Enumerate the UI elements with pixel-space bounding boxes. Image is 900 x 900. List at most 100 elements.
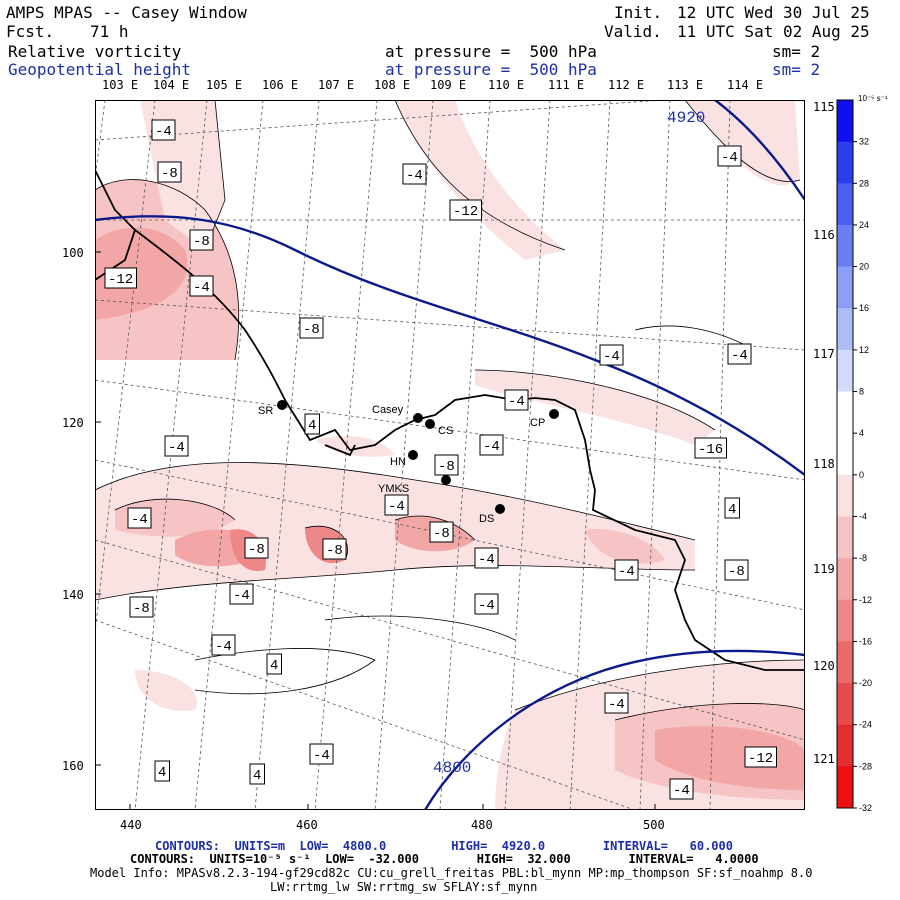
svg-text:-4: -4 <box>233 588 250 604</box>
svg-text:-4: -4 <box>608 697 625 713</box>
valid-label: Valid. <box>604 22 662 41</box>
height-contours <box>95 100 805 810</box>
station-marker-casey <box>413 413 423 423</box>
svg-text:4: 4 <box>308 418 316 434</box>
lon-label: 113 E <box>667 78 704 92</box>
svg-text:-4: -4 <box>508 394 525 410</box>
vorticity-label: 4 <box>724 497 740 519</box>
svg-text:-8: -8 <box>438 459 455 475</box>
colorbar-tick-label: -20 <box>859 678 872 688</box>
footer-vorticity-contours: CONTOURS: UNITS=10⁻⁵ s⁻¹ LOW= -32.000 HI… <box>130 852 759 866</box>
lon-label: 109 E <box>430 78 467 92</box>
lon-label: 110 E <box>488 78 525 92</box>
colorbar-tick-label: 28 <box>859 178 869 188</box>
svg-text:-16: -16 <box>698 442 723 458</box>
fcst-label: Fcst. <box>6 22 55 41</box>
lon-label: 104 E <box>153 78 190 92</box>
svg-text:-4: -4 <box>388 499 405 515</box>
vorticity-label: -8 <box>157 161 182 183</box>
station-marker-cp <box>549 409 559 419</box>
colorbar-cell <box>837 391 853 434</box>
vorticity-label: -8 <box>429 521 454 543</box>
colorbar-tick-label: -4 <box>859 511 867 521</box>
height-label-4800: 4800 <box>433 759 471 777</box>
footer-model-info: Model Info: MPASv8.2.3-194-gf29cd82c CU:… <box>90 866 813 880</box>
vorticity-label: 4 <box>249 763 265 785</box>
colorbar-tick-label: 4 <box>859 428 864 438</box>
lon-label: 114 E <box>727 78 764 92</box>
vorticity-label: 4 <box>266 653 282 675</box>
title: AMPS MPAS -- Casey Window <box>6 3 247 22</box>
colorbar-tick-label: -12 <box>859 595 872 605</box>
footer-physics: LW:rrtmg_lw SW:rrtmg_sw SFLAY:sf_mynn <box>270 880 538 894</box>
vorticity-label: -4 <box>189 275 214 297</box>
svg-text:4: 4 <box>158 765 166 781</box>
colorbar-cell <box>837 308 853 351</box>
station-label-cp: CP <box>530 417 545 429</box>
lon-label: 112 E <box>608 78 645 92</box>
colorbar-tick-label: 16 <box>859 303 869 313</box>
vorticity-label: -4 <box>717 145 742 167</box>
field1-sm: sm= 2 <box>772 42 821 61</box>
station-marker-cs <box>425 419 435 429</box>
height-label-4920: 4920 <box>667 109 705 127</box>
station-label-cs: CS <box>438 425 453 437</box>
vorticity-label: -8 <box>299 317 324 339</box>
svg-text:-4: -4 <box>131 512 148 528</box>
x-tick-label: 500 <box>643 818 665 832</box>
field2-pressure: at pressure = 500 hPa <box>385 60 597 79</box>
vorticity-label: -4 <box>604 692 629 714</box>
colorbar-tick-label: 20 <box>859 262 869 272</box>
svg-text:4: 4 <box>253 768 261 784</box>
station-marker-ds <box>495 504 505 514</box>
fcst-value: 71 h <box>90 22 129 41</box>
svg-text:4: 4 <box>728 502 736 518</box>
lon-label: 111 E <box>548 78 585 92</box>
init-value: 12 UTC Wed 30 Jul 25 <box>677 3 870 22</box>
vorticity-label: -4 <box>164 435 189 457</box>
svg-text:-4: -4 <box>673 783 690 799</box>
colorbar-cell <box>837 766 853 809</box>
station-label-hn: HN <box>390 456 406 468</box>
svg-text:-4: -4 <box>215 639 232 655</box>
axis-ticks <box>95 251 656 810</box>
svg-text:-4: -4 <box>483 439 500 455</box>
y-tick-label: 100 <box>62 246 84 260</box>
vorticity-label: -16 <box>694 437 727 459</box>
svg-text:-12: -12 <box>748 751 773 767</box>
colorbar: 32 28 24 20 16 12 8 4 0 -4 -8 -12 -16 -20 -24 -28 -32 10… <box>836 94 888 812</box>
stations: SR Casey CS CP HN YMKS DS <box>258 400 559 525</box>
vorticity-label: -4 <box>211 634 236 656</box>
svg-text:-8: -8 <box>161 166 178 182</box>
colorbar-unit: 10⁻⁵ s⁻¹ <box>858 94 888 103</box>
footer-height-contours: CONTOURS: UNITS=m LOW= 4800.0 HIGH= 4920… <box>155 839 733 853</box>
vorticity-label: -4 <box>727 343 752 365</box>
vorticity-label: -4 <box>474 593 499 615</box>
lon-label: 108 E <box>374 78 411 92</box>
vorticity-contours <box>95 100 805 721</box>
colorbar-cell <box>837 349 853 393</box>
station-marker-ymks <box>441 475 451 485</box>
vorticity-label: -4 <box>599 344 624 366</box>
lon-label: 103 E <box>102 78 139 92</box>
valid-value: 11 UTC Sat 02 Aug 25 <box>677 22 870 41</box>
station-label-sr: SR <box>258 405 273 417</box>
svg-text:4: 4 <box>270 658 278 674</box>
lon-label: 107 E <box>318 78 355 92</box>
y-tick-label: 160 <box>62 759 84 773</box>
svg-text:-4: -4 <box>731 348 748 364</box>
y-tick-label: 140 <box>62 588 84 602</box>
vorticity-label: -4 <box>384 494 409 516</box>
svg-text:-4: -4 <box>478 552 495 568</box>
vorticity-label: -8 <box>129 596 154 618</box>
svg-text:-8: -8 <box>433 526 450 542</box>
x-tick-label: 440 <box>120 818 142 832</box>
colorbar-tick-label: -16 <box>859 636 872 646</box>
colorbar-tick-label: -32 <box>859 803 872 812</box>
colorbar-cell <box>837 100 853 143</box>
colorbar-cell <box>837 724 853 767</box>
colorbar-tick-label: 12 <box>859 345 869 355</box>
vorticity-label: -8 <box>434 454 459 476</box>
svg-text:-4: -4 <box>478 598 495 614</box>
colorbar-cell <box>837 641 853 684</box>
